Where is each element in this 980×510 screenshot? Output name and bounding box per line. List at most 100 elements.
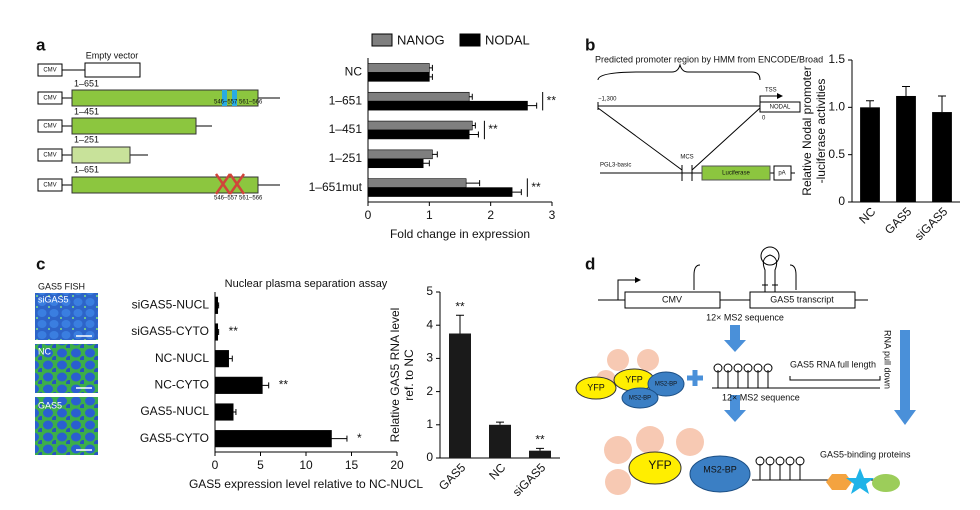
bar: [860, 107, 880, 202]
y-tick-label: 1.0: [828, 100, 845, 114]
error-bar: [866, 100, 874, 108]
bar: [214, 296, 219, 314]
y-tick-label: 1–451: [329, 122, 363, 136]
gene-label: NODAL: [770, 105, 791, 111]
bar: [367, 149, 433, 160]
construct-box: [71, 89, 259, 107]
x-axis-label: GAS5 expression level relative to NC-NUC…: [189, 477, 423, 491]
y-axis-label: ref. to NC: [402, 349, 416, 401]
bar: [449, 333, 471, 458]
cmv-label: CMV: [43, 68, 56, 74]
chart-title: Nuclear plasma separation assay: [225, 278, 388, 290]
ms2-label: 12× MS2 sequence: [706, 312, 784, 322]
y-tick-label: 1–251: [329, 151, 363, 165]
site-label: 546–557 561–566: [214, 196, 263, 202]
significance-label: **: [547, 93, 557, 107]
start-label: −1,300: [598, 97, 617, 103]
bar: [367, 63, 430, 73]
bar: [214, 323, 219, 341]
bar: [896, 95, 916, 202]
promoter-label: CMV: [662, 294, 682, 304]
y-tick-label: 1–651: [329, 93, 363, 107]
binding-label: GAS5-binding proteins: [820, 449, 911, 459]
error-bar: [472, 122, 476, 129]
error-bar: [217, 302, 220, 309]
panel-label: c: [36, 254, 45, 273]
construct-box: [71, 146, 131, 164]
bar: [367, 72, 430, 82]
error-bar: [902, 86, 910, 96]
construct-label: 1–651: [74, 78, 99, 88]
reporter-label: Luciferase: [722, 171, 750, 177]
x-tick-label: 0: [212, 458, 219, 472]
error-bar: [536, 447, 544, 451]
error-bar: [432, 151, 438, 158]
y-tick-label: 4: [426, 317, 433, 331]
ms2bp-label: MS2-BP: [655, 382, 677, 388]
yfp-label: YFP: [648, 458, 671, 472]
cmv-label: CMV: [43, 153, 56, 159]
error-bar: [217, 329, 220, 335]
bar: [367, 178, 467, 188]
y-tick-label: 3: [426, 351, 433, 365]
error-bar: [429, 64, 433, 71]
fish-image: [35, 397, 98, 455]
error-bar: [496, 421, 504, 425]
error-bar: [466, 180, 481, 187]
significance-label: **: [455, 299, 465, 313]
fish-label: siGAS5: [38, 294, 69, 304]
panel-label: a: [36, 35, 46, 54]
y-tick-label: 0: [426, 450, 433, 464]
x-tick-label: 1: [426, 208, 433, 222]
error-bar: [938, 95, 946, 113]
significance-label: **: [531, 180, 541, 194]
vector-label: PGL3-basic: [600, 163, 631, 169]
x-tick-label: GAS5: [882, 204, 915, 237]
zero-label: 0: [762, 116, 766, 122]
bar: [214, 350, 229, 368]
error-bar: [469, 131, 479, 138]
promoter-diagram: Predicted promoter region by HMM from EN…: [595, 54, 823, 181]
tss-label: TSS: [765, 88, 777, 94]
pulldown-label: RNA pull down: [883, 330, 893, 389]
error-bar: [262, 382, 270, 389]
y-tick-label: 1.5: [828, 52, 845, 66]
x-tick-label: 10: [299, 458, 313, 472]
x-tick-label: siGAS5: [912, 204, 951, 243]
y-tick-label: 1–651mut: [309, 180, 363, 194]
y-tick-label: GAS5-CYTO: [140, 431, 209, 445]
construct-label: 1–451: [74, 106, 99, 116]
y-tick-label: 2: [426, 384, 433, 398]
legend-label: NANOG: [397, 32, 445, 47]
bar: [367, 129, 470, 140]
pa-label: pA: [778, 171, 785, 177]
error-bar: [512, 189, 522, 196]
legend-swatch: [371, 33, 393, 47]
significance-label: **: [488, 122, 498, 136]
fish-label: GAS5: [38, 400, 62, 410]
cmv-label: CMV: [43, 124, 56, 130]
y-axis-label: Relative Nodal promoter: [800, 66, 814, 195]
y-tick-label: NC-CYTO: [155, 378, 209, 392]
vector-label: Empty vector: [86, 50, 139, 60]
x-tick-label: 2: [487, 208, 494, 222]
fish-image: [35, 344, 98, 393]
x-tick-label: 0: [365, 208, 372, 222]
x-tick-label: 5: [257, 458, 264, 472]
error-bar: [331, 435, 348, 442]
x-tick-label: 20: [390, 458, 404, 472]
site-label: 546–557 561–566: [214, 100, 263, 106]
significance-label: **: [535, 433, 545, 447]
y-axis-label: Relative GAS5 RNA level: [388, 308, 402, 443]
cmv-box: [37, 63, 63, 77]
construct-box: [71, 117, 197, 135]
bar: [367, 187, 513, 197]
bar: [214, 376, 263, 394]
vector-box: [84, 62, 141, 78]
error-bar: [233, 409, 237, 415]
construct-label: 1–651: [74, 164, 99, 174]
error-bar: [456, 314, 464, 334]
x-tick-label: siGAS5: [510, 460, 549, 499]
panel-label: d: [585, 254, 595, 273]
